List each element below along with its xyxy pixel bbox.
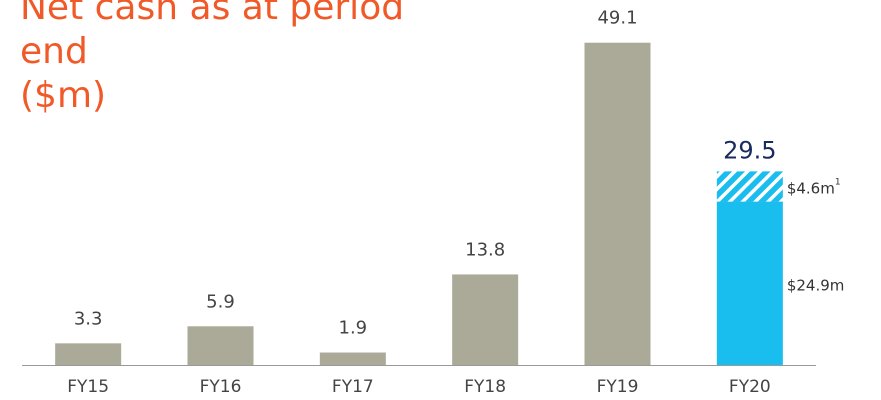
value-label: 13.8 xyxy=(465,239,505,260)
x-tick-label: FY20 xyxy=(729,377,771,397)
value-label: 3.3 xyxy=(74,308,103,329)
x-tick-label: FY15 xyxy=(67,377,109,397)
footnote-mark: 1 xyxy=(835,177,841,187)
value-label: 49.1 xyxy=(597,8,637,29)
x-tick-label: FY17 xyxy=(332,377,374,397)
segment-label: $24.9m xyxy=(787,276,845,294)
value-label: 5.9 xyxy=(206,291,235,312)
title-line: ($m) xyxy=(20,75,107,116)
x-tick-label: FY19 xyxy=(597,377,639,397)
bar xyxy=(584,42,651,365)
bar xyxy=(55,343,122,365)
title-line: Net cash as at period xyxy=(20,0,405,28)
bar xyxy=(187,326,254,365)
x-tick-label: FY18 xyxy=(464,377,506,397)
bar-segment xyxy=(716,171,783,202)
value-label: 1.9 xyxy=(339,318,368,339)
total-label: 29.5 xyxy=(723,136,776,164)
bar xyxy=(452,274,519,365)
title-line: end xyxy=(20,31,88,72)
segment-label: $4.6m1 xyxy=(787,177,841,197)
bar-segment xyxy=(716,201,783,365)
x-tick-label: FY16 xyxy=(200,377,242,397)
segment-label-text: $4.6m xyxy=(787,179,835,197)
chart-title: Net cash as at period end ($m) xyxy=(20,0,404,118)
segment-label-text: $24.9m xyxy=(787,276,845,294)
bar xyxy=(319,352,386,365)
